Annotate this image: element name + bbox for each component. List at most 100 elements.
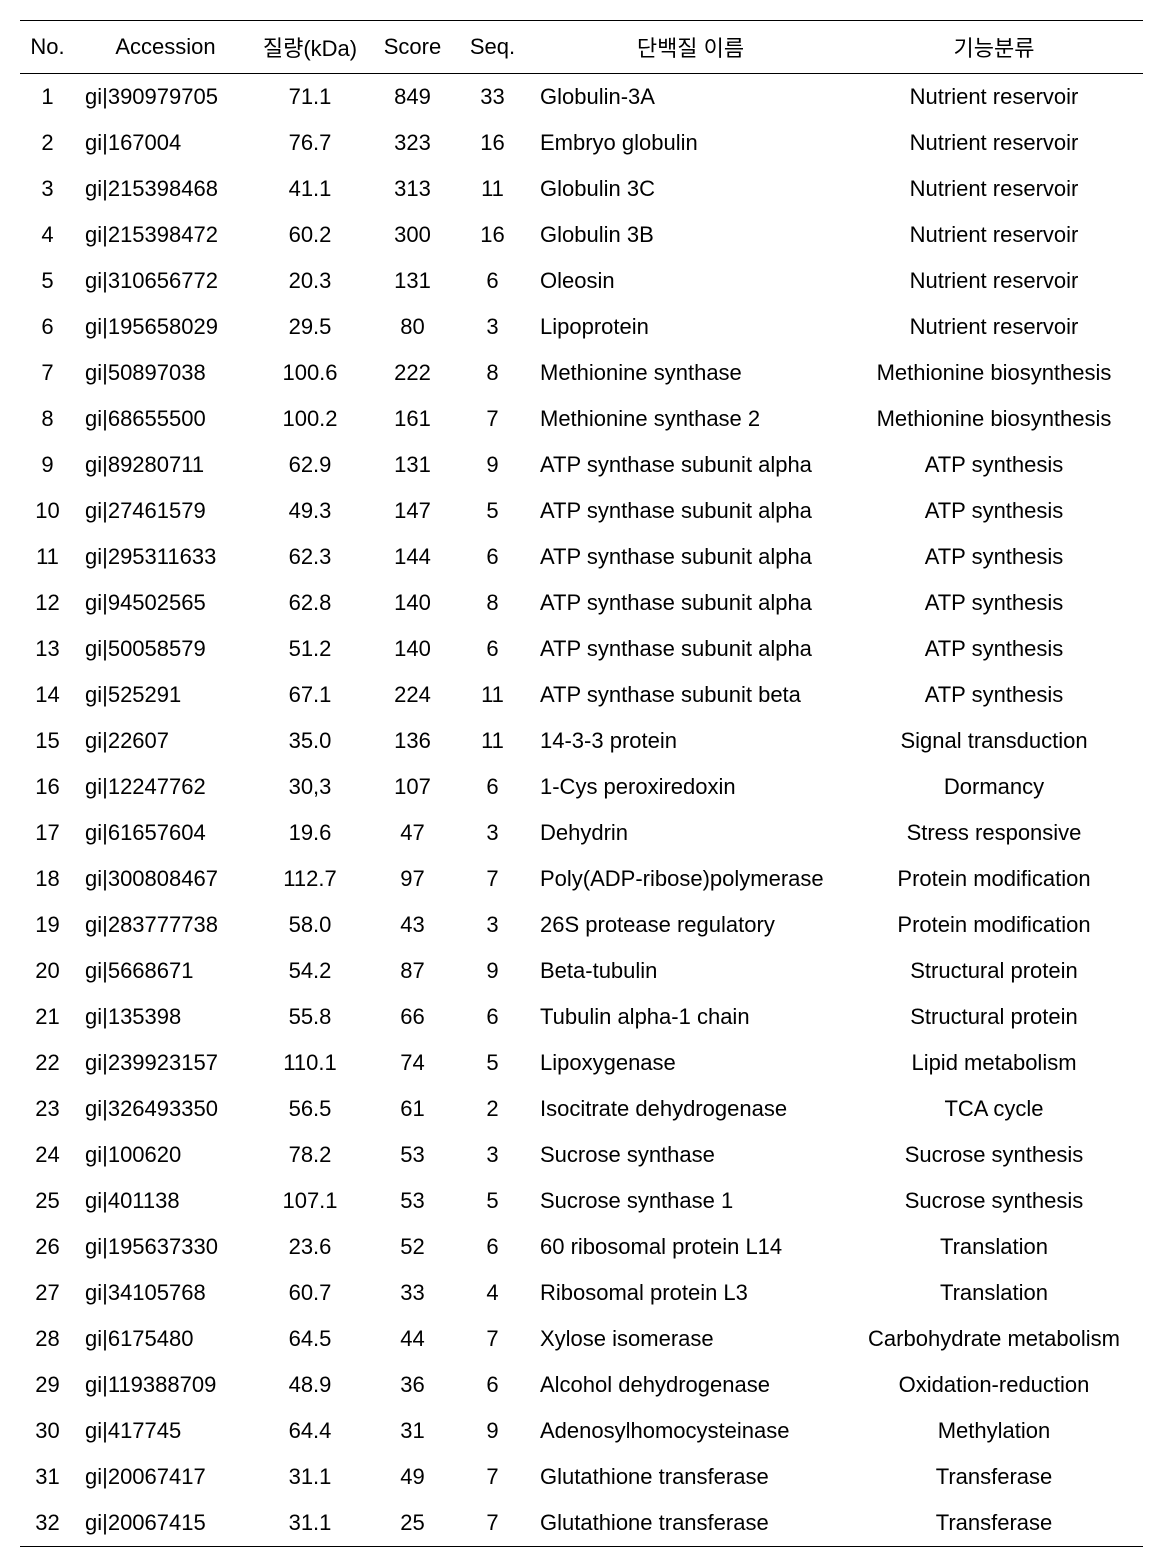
cell-accession: gi|89280711 [75, 442, 250, 488]
cell-function: Nutrient reservoir [845, 212, 1143, 258]
cell-seq: 6 [455, 1224, 530, 1270]
cell-no: 14 [20, 672, 75, 718]
cell-seq: 6 [455, 258, 530, 304]
cell-seq: 3 [455, 902, 530, 948]
cell-seq: 6 [455, 626, 530, 672]
table-row: 22gi|239923157110.1745LipoxygenaseLipid … [20, 1040, 1143, 1086]
cell-score: 53 [370, 1178, 455, 1224]
cell-seq: 6 [455, 534, 530, 580]
cell-accession: gi|390979705 [75, 74, 250, 121]
cell-mass: 64.5 [250, 1316, 370, 1362]
cell-mass: 29.5 [250, 304, 370, 350]
cell-score: 323 [370, 120, 455, 166]
cell-seq: 5 [455, 488, 530, 534]
cell-score: 222 [370, 350, 455, 396]
cell-protein-name: Globulin 3C [530, 166, 845, 212]
cell-mass: 19.6 [250, 810, 370, 856]
table-row: 3gi|21539846841.131311Globulin 3CNutrien… [20, 166, 1143, 212]
cell-function: Structural protein [845, 994, 1143, 1040]
cell-accession: gi|195658029 [75, 304, 250, 350]
cell-protein-name: Globulin 3B [530, 212, 845, 258]
cell-protein-name: Methionine synthase 2 [530, 396, 845, 442]
cell-score: 53 [370, 1132, 455, 1178]
cell-score: 131 [370, 442, 455, 488]
cell-function: Nutrient reservoir [845, 258, 1143, 304]
cell-accession: gi|50897038 [75, 350, 250, 396]
cell-mass: 30,3 [250, 764, 370, 810]
cell-seq: 9 [455, 442, 530, 488]
cell-function: Protein modification [845, 902, 1143, 948]
cell-protein-name: Sucrose synthase 1 [530, 1178, 845, 1224]
cell-function: Methylation [845, 1408, 1143, 1454]
header-accession: Accession [75, 21, 250, 74]
cell-protein-name: Adenosylhomocysteinase [530, 1408, 845, 1454]
table-row: 21gi|13539855.8666Tubulin alpha-1 chainS… [20, 994, 1143, 1040]
cell-accession: gi|20067415 [75, 1500, 250, 1547]
cell-score: 136 [370, 718, 455, 764]
cell-function: Oxidation-reduction [845, 1362, 1143, 1408]
cell-no: 4 [20, 212, 75, 258]
cell-protein-name: Tubulin alpha-1 chain [530, 994, 845, 1040]
cell-no: 5 [20, 258, 75, 304]
cell-seq: 16 [455, 212, 530, 258]
table-row: 24gi|10062078.2533Sucrose synthaseSucros… [20, 1132, 1143, 1178]
cell-function: Translation [845, 1224, 1143, 1270]
cell-seq: 7 [455, 1500, 530, 1547]
header-score: Score [370, 21, 455, 74]
cell-seq: 6 [455, 764, 530, 810]
cell-protein-name: Poly(ADP-ribose)polymerase [530, 856, 845, 902]
table-row: 9gi|8928071162.91319ATP synthase subunit… [20, 442, 1143, 488]
cell-no: 11 [20, 534, 75, 580]
cell-no: 32 [20, 1500, 75, 1547]
table-row: 5gi|31065677220.31316OleosinNutrient res… [20, 258, 1143, 304]
cell-score: 66 [370, 994, 455, 1040]
cell-no: 29 [20, 1362, 75, 1408]
cell-mass: 56.5 [250, 1086, 370, 1132]
table-row: 13gi|5005857951.21406ATP synthase subuni… [20, 626, 1143, 672]
cell-no: 26 [20, 1224, 75, 1270]
cell-no: 21 [20, 994, 75, 1040]
cell-accession: gi|34105768 [75, 1270, 250, 1316]
cell-mass: 31.1 [250, 1454, 370, 1500]
cell-protein-name: 60 ribosomal protein L14 [530, 1224, 845, 1270]
cell-seq: 16 [455, 120, 530, 166]
cell-accession: gi|119388709 [75, 1362, 250, 1408]
cell-function: ATP synthesis [845, 442, 1143, 488]
cell-protein-name: 26S protease regulatory [530, 902, 845, 948]
table-row: 32gi|2006741531.1257Glutathione transfer… [20, 1500, 1143, 1547]
table-row: 23gi|32649335056.5612Isocitrate dehydrog… [20, 1086, 1143, 1132]
cell-accession: gi|61657604 [75, 810, 250, 856]
cell-protein-name: ATP synthase subunit alpha [530, 580, 845, 626]
cell-function: ATP synthesis [845, 672, 1143, 718]
cell-score: 74 [370, 1040, 455, 1086]
cell-accession: gi|94502565 [75, 580, 250, 626]
cell-mass: 60.2 [250, 212, 370, 258]
cell-protein-name: Lipoprotein [530, 304, 845, 350]
cell-protein-name: Oleosin [530, 258, 845, 304]
cell-seq: 7 [455, 856, 530, 902]
cell-protein-name: Glutathione transferase [530, 1500, 845, 1547]
cell-protein-name: ATP synthase subunit alpha [530, 442, 845, 488]
cell-protein-name: Lipoxygenase [530, 1040, 845, 1086]
table-row: 30gi|41774564.4319Adenosylhomocysteinase… [20, 1408, 1143, 1454]
cell-no: 7 [20, 350, 75, 396]
cell-score: 43 [370, 902, 455, 948]
cell-seq: 11 [455, 672, 530, 718]
cell-accession: gi|525291 [75, 672, 250, 718]
cell-seq: 9 [455, 1408, 530, 1454]
cell-seq: 6 [455, 1362, 530, 1408]
cell-no: 17 [20, 810, 75, 856]
cell-score: 224 [370, 672, 455, 718]
cell-accession: gi|27461579 [75, 488, 250, 534]
cell-accession: gi|12247762 [75, 764, 250, 810]
cell-function: Protein modification [845, 856, 1143, 902]
cell-no: 10 [20, 488, 75, 534]
protein-table: No. Accession 질량(kDa) Score Seq. 단백질 이름 … [20, 20, 1143, 1547]
table-row: 6gi|19565802929.5803LipoproteinNutrient … [20, 304, 1143, 350]
table-row: 31gi|2006741731.1497Glutathione transfer… [20, 1454, 1143, 1500]
cell-score: 107 [370, 764, 455, 810]
cell-protein-name: Glutathione transferase [530, 1454, 845, 1500]
table-row: 7gi|50897038100.62228Methionine synthase… [20, 350, 1143, 396]
cell-seq: 11 [455, 718, 530, 764]
table-row: 4gi|21539847260.230016Globulin 3BNutrien… [20, 212, 1143, 258]
